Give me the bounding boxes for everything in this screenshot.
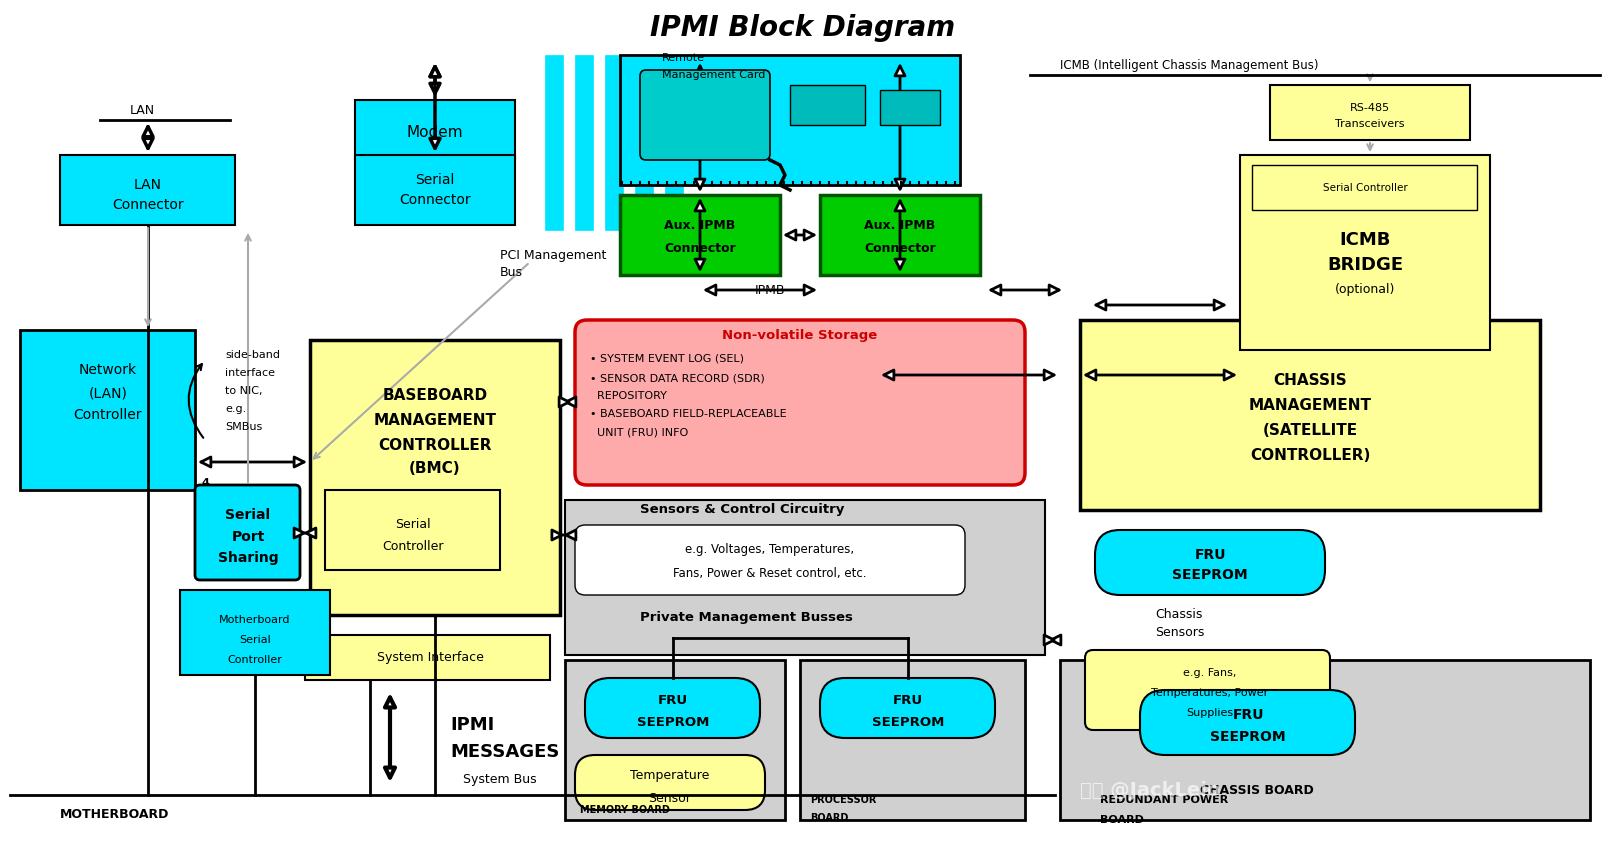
Text: SEEPROM: SEEPROM [1210, 730, 1286, 744]
Text: Serial Controller: Serial Controller [1323, 183, 1408, 193]
Text: Serial: Serial [225, 508, 270, 522]
Text: Network: Network [79, 363, 137, 377]
FancyBboxPatch shape [1061, 660, 1589, 820]
Text: Sensor: Sensor [649, 791, 691, 804]
Text: RS-485: RS-485 [1350, 103, 1390, 113]
Text: REDUNDANT POWER: REDUNDANT POWER [1101, 795, 1228, 805]
FancyBboxPatch shape [194, 485, 301, 580]
Text: SEEPROM: SEEPROM [1172, 568, 1247, 582]
FancyBboxPatch shape [575, 525, 964, 595]
FancyBboxPatch shape [665, 55, 683, 230]
FancyBboxPatch shape [620, 195, 779, 275]
FancyBboxPatch shape [19, 330, 194, 490]
Text: Fans, Power & Reset control, etc.: Fans, Power & Reset control, etc. [673, 566, 866, 580]
Text: Bus: Bus [500, 267, 522, 280]
Text: e.g. Fans,: e.g. Fans, [1183, 668, 1237, 678]
Text: System Interface: System Interface [376, 651, 484, 665]
Text: Private Management Busses: Private Management Busses [640, 611, 853, 625]
FancyBboxPatch shape [791, 85, 865, 125]
FancyBboxPatch shape [1061, 310, 1589, 820]
FancyBboxPatch shape [5, 5, 1602, 845]
Text: MOTHERBOARD: MOTHERBOARD [59, 808, 169, 821]
FancyBboxPatch shape [635, 55, 652, 230]
Text: Chassis: Chassis [1155, 609, 1202, 621]
Text: Motherboard: Motherboard [219, 615, 291, 625]
Text: BOARD: BOARD [810, 813, 848, 823]
FancyBboxPatch shape [325, 490, 500, 570]
Text: CHASSIS BOARD: CHASSIS BOARD [1200, 784, 1315, 796]
FancyBboxPatch shape [566, 500, 1045, 655]
FancyBboxPatch shape [575, 55, 593, 230]
Text: side-band: side-band [225, 350, 280, 360]
Text: Serial: Serial [415, 173, 455, 187]
Text: • SYSTEM EVENT LOG (SEL): • SYSTEM EVENT LOG (SEL) [590, 353, 744, 363]
Text: interface: interface [225, 368, 275, 378]
Text: e.g.: e.g. [225, 404, 246, 414]
FancyBboxPatch shape [820, 195, 980, 275]
Text: LAN: LAN [130, 104, 156, 116]
Text: IPMI: IPMI [450, 716, 495, 734]
FancyBboxPatch shape [1080, 320, 1540, 510]
Text: (optional): (optional) [1335, 284, 1395, 297]
Text: Sharing: Sharing [217, 551, 278, 565]
Text: Connector: Connector [664, 241, 736, 254]
Text: CONTROLLER: CONTROLLER [378, 438, 492, 452]
FancyBboxPatch shape [1241, 155, 1490, 350]
FancyBboxPatch shape [1252, 165, 1477, 210]
Text: Management Card: Management Card [662, 70, 765, 80]
Text: Aux. IPMB: Aux. IPMB [865, 218, 935, 231]
Text: FRU: FRU [893, 694, 922, 706]
Text: PCI Management: PCI Management [500, 248, 606, 262]
FancyBboxPatch shape [575, 755, 765, 810]
Text: MEMORY BOARD: MEMORY BOARD [580, 805, 670, 815]
Text: Controller: Controller [74, 408, 143, 422]
Text: PROCESSOR: PROCESSOR [810, 795, 876, 805]
FancyBboxPatch shape [575, 320, 1025, 485]
FancyBboxPatch shape [1085, 650, 1331, 730]
Text: 4: 4 [201, 478, 209, 488]
FancyBboxPatch shape [566, 660, 784, 820]
Text: • BASEBOARD FIELD-REPLACEABLE: • BASEBOARD FIELD-REPLACEABLE [590, 409, 786, 419]
Text: Connector: Connector [865, 241, 935, 254]
FancyBboxPatch shape [1094, 530, 1326, 595]
Text: MANAGEMENT: MANAGEMENT [373, 412, 497, 428]
Text: Sensors & Control Circuitry: Sensors & Control Circuitry [640, 503, 844, 517]
FancyBboxPatch shape [1270, 85, 1470, 140]
Text: ICMB: ICMB [1339, 231, 1390, 249]
FancyBboxPatch shape [820, 678, 995, 738]
Text: Supplies: Supplies [1186, 708, 1234, 718]
FancyBboxPatch shape [8, 230, 877, 820]
Text: Sensors: Sensors [1155, 626, 1204, 639]
FancyBboxPatch shape [620, 55, 959, 185]
Text: REPOSITORY: REPOSITORY [590, 391, 667, 401]
Text: BOARD: BOARD [1101, 815, 1144, 825]
FancyBboxPatch shape [355, 155, 514, 225]
Text: System Bus: System Bus [463, 774, 537, 786]
Text: FRU: FRU [1194, 548, 1226, 562]
Text: (BMC): (BMC) [410, 461, 461, 475]
FancyBboxPatch shape [1139, 690, 1355, 755]
Text: Transceivers: Transceivers [1335, 119, 1405, 129]
Text: BASEBOARD: BASEBOARD [382, 388, 487, 403]
Text: SMBus: SMBus [225, 422, 262, 432]
Text: Connector: Connector [112, 198, 183, 212]
Text: (LAN): (LAN) [88, 386, 127, 400]
FancyBboxPatch shape [881, 90, 940, 125]
Text: Controller: Controller [382, 541, 444, 553]
FancyBboxPatch shape [59, 155, 235, 225]
Text: IPMB: IPMB [755, 284, 786, 297]
FancyBboxPatch shape [305, 635, 550, 680]
FancyBboxPatch shape [585, 678, 760, 738]
Text: Controller: Controller [228, 655, 283, 665]
Text: to NIC,: to NIC, [225, 386, 262, 396]
Text: Port: Port [231, 530, 265, 544]
Text: SEEPROM: SEEPROM [636, 716, 709, 728]
Text: Serial: Serial [395, 518, 431, 531]
Text: Temperature: Temperature [630, 769, 710, 783]
FancyBboxPatch shape [180, 590, 329, 675]
Text: 知乎 @JackLeio: 知乎 @JackLeio [1080, 780, 1220, 800]
Text: BRIDGE: BRIDGE [1327, 256, 1403, 274]
Text: • SENSOR DATA RECORD (SDR): • SENSOR DATA RECORD (SDR) [590, 373, 765, 383]
Text: FRU: FRU [657, 694, 688, 706]
